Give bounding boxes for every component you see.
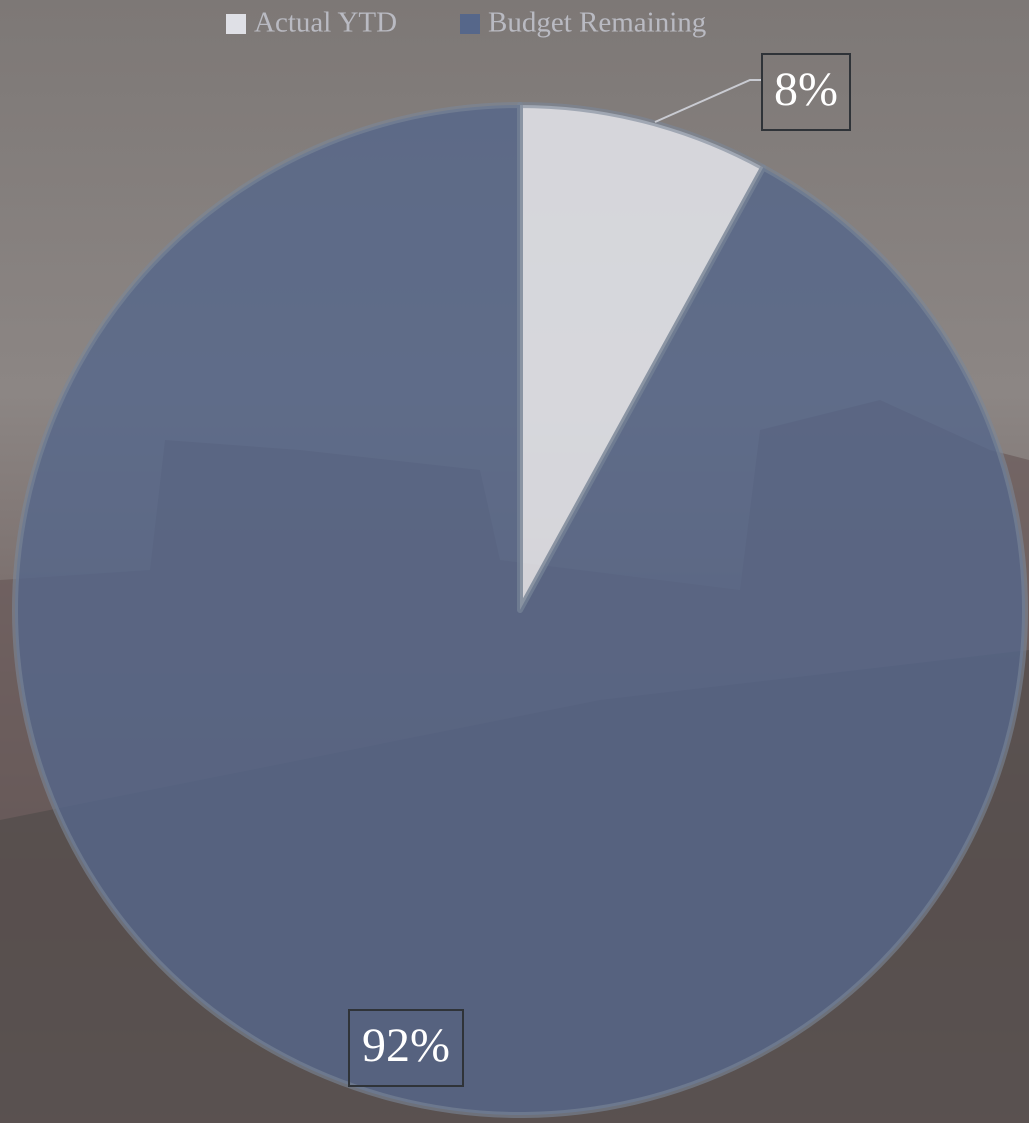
value-label: 8%	[774, 63, 838, 116]
legend-label: Budget Remaining	[488, 7, 706, 39]
pie: 8% 92%	[12, 53, 1028, 1118]
legend-label: Actual YTD	[254, 7, 397, 39]
legend-swatch	[226, 14, 246, 34]
value-label: 92%	[362, 1019, 450, 1072]
leader-line	[654, 79, 762, 123]
pie-slice	[517, 102, 767, 613]
pie-slice	[12, 102, 1028, 1118]
value-label-box	[761, 53, 851, 131]
value-label-box	[348, 1009, 464, 1087]
legend: Actual YTD Budget Remaining	[226, 7, 706, 39]
legend-swatch	[460, 14, 480, 34]
